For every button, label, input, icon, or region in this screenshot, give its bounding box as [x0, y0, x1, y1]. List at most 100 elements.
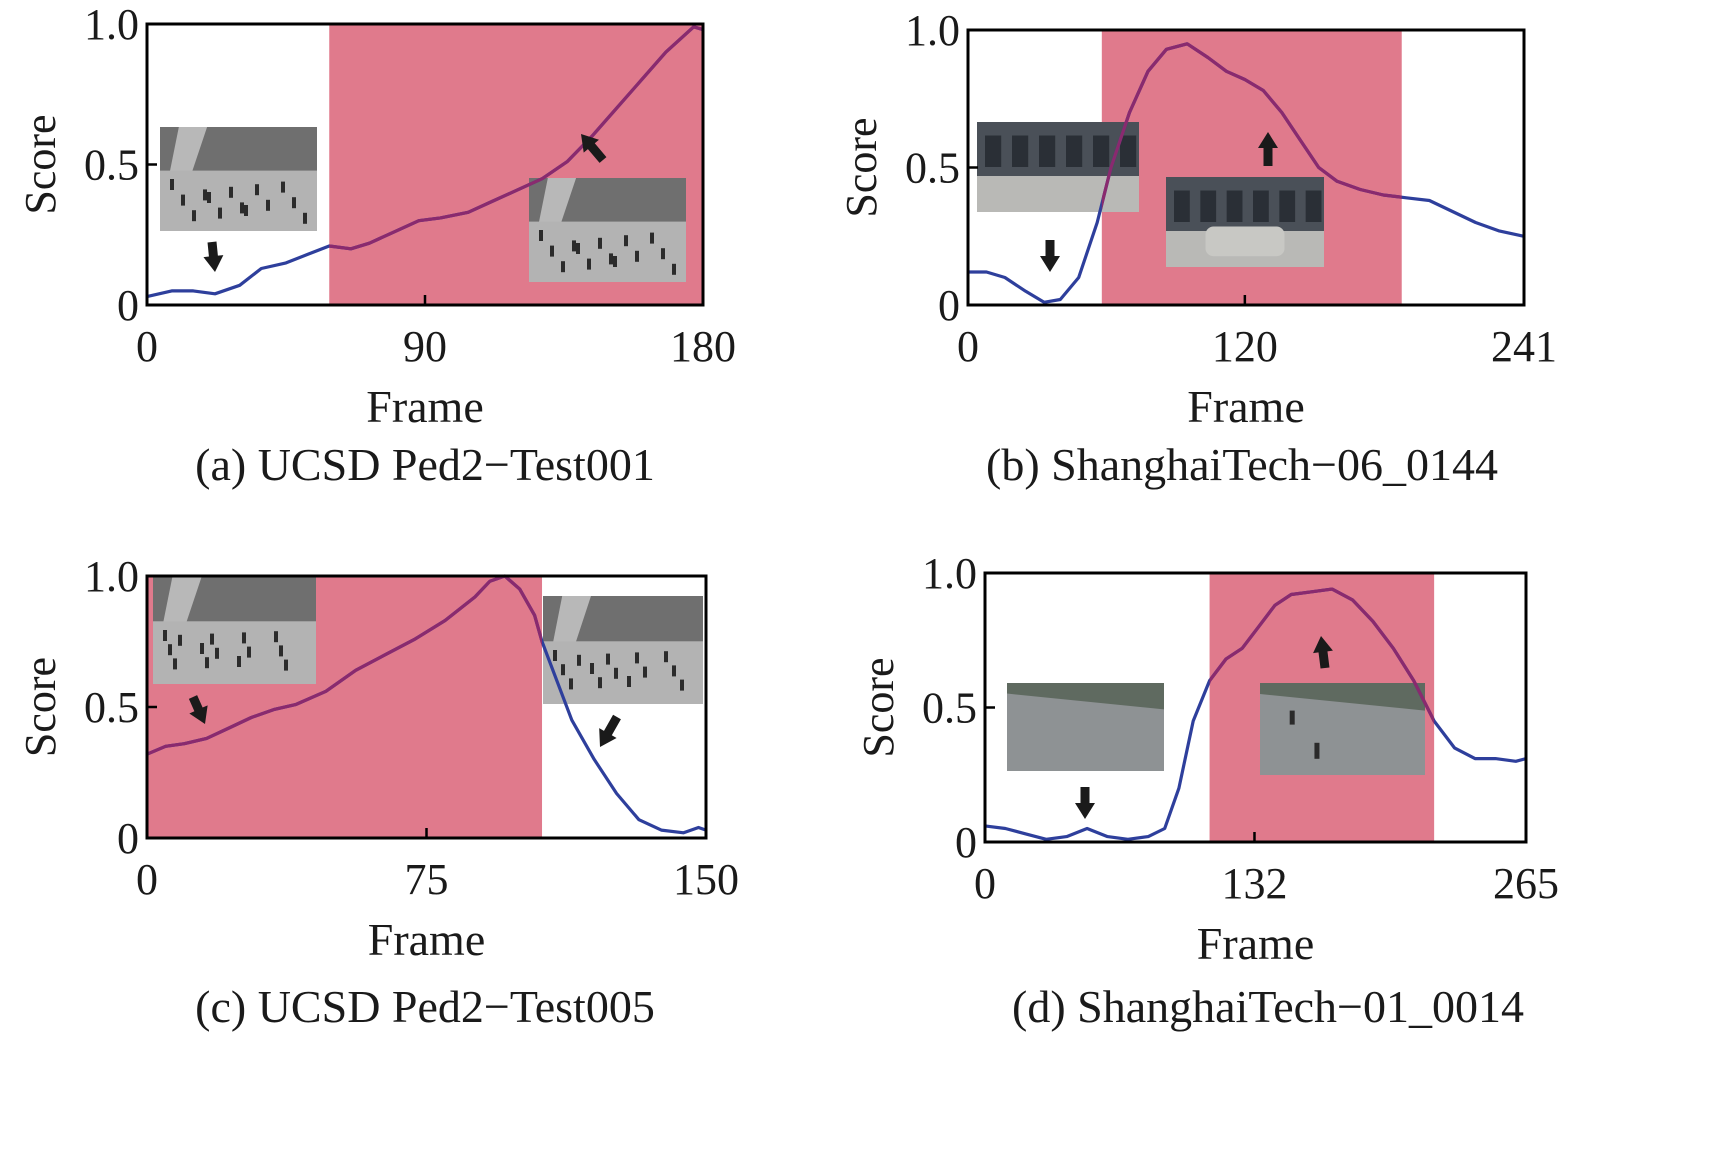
ped2-normal-frame-icon [160, 127, 317, 231]
inset-person [598, 677, 602, 689]
chart-panel: 0 120 241 0 0.5 1.0 Frame Score (b) ShanghaiTech… [837, 6, 1557, 490]
inset-person [572, 240, 576, 252]
inset-person [624, 235, 628, 247]
x-tick-label: 0 [136, 855, 158, 904]
inset-person [635, 250, 639, 262]
inset-person [650, 232, 654, 244]
inset-person [284, 659, 288, 671]
x-axis-label: Frame [1197, 918, 1315, 969]
inset-person [643, 666, 647, 678]
inset-window [1226, 190, 1243, 222]
arrow-down-icon [1040, 240, 1060, 272]
inset-person [242, 632, 246, 644]
inset-person [203, 189, 207, 201]
inset-border-plants [1007, 683, 1164, 710]
inset-building [977, 122, 1139, 176]
inset-window [1012, 135, 1029, 167]
y-axis-label: Score [16, 114, 65, 214]
chart-panel: 0 132 265 0 0.5 1.0 Frame Score (d) ShanghaiTech… [854, 549, 1559, 1032]
inset-person [576, 243, 580, 254]
inset-window [1279, 190, 1296, 222]
y-tick-label: 1.0 [84, 0, 139, 49]
inset-person [635, 652, 639, 664]
x-tick-label: 150 [673, 855, 739, 904]
inset-person [606, 653, 610, 665]
inset-person [598, 237, 602, 249]
inset-window [1120, 135, 1137, 167]
y-tick-label: 1.0 [905, 6, 960, 55]
inset-person [590, 663, 594, 674]
inset-person [207, 192, 211, 203]
inset-person [613, 256, 617, 267]
plaza-cyclist-frame-icon [1260, 683, 1425, 775]
inset-path [169, 127, 208, 174]
x-tick-label: 0 [136, 322, 158, 371]
panel-caption: (c) UCSD Ped2−Test005 [195, 981, 655, 1032]
inset-window [1305, 190, 1322, 222]
inset-person [577, 654, 581, 666]
panel-caption: (a) UCSD Ped2−Test001 [195, 439, 655, 490]
inset-car [1205, 226, 1285, 257]
inset-person [672, 665, 676, 677]
y-tick-label: 0 [938, 281, 960, 330]
panel-caption: (d) ShanghaiTech−01_0014 [1012, 981, 1524, 1032]
inset-person [569, 678, 573, 690]
y-tick-label: 0 [117, 814, 139, 863]
inset-person [661, 248, 665, 260]
score-curve-anomalous [147, 574, 543, 756]
inset-person [680, 679, 684, 691]
x-tick-label: 0 [974, 859, 996, 908]
inset-person [218, 207, 222, 219]
plaza-normal-frame-icon [1007, 683, 1164, 771]
y-axis-label: Score [837, 117, 886, 217]
inset-path [162, 576, 202, 625]
x-tick-label: 75 [405, 855, 449, 904]
x-tick-label: 132 [1221, 859, 1287, 908]
inset-building [1166, 177, 1324, 231]
inset-window [1200, 190, 1217, 222]
y-axis-label: Score [16, 657, 65, 757]
campus-car-frame-icon [1166, 177, 1324, 267]
inset-person [255, 184, 259, 196]
arrow-up-icon [1313, 636, 1333, 669]
x-axis-label: Frame [1187, 381, 1305, 432]
inset-window [985, 135, 1002, 167]
x-tick-label: 0 [957, 322, 979, 371]
inset-person [627, 676, 631, 687]
inset-person [539, 230, 543, 241]
inset-person [181, 194, 185, 206]
inset-person [279, 645, 283, 657]
inset-person [173, 658, 177, 670]
inset-person [247, 646, 251, 658]
y-tick-label: 0 [117, 281, 139, 330]
inset-person [664, 651, 668, 663]
inset-person [244, 205, 248, 216]
ped2-anomaly-frame-icon [153, 576, 316, 684]
chart-panel: 0 75 150 0 0.5 1.0 Frame Score (c) UCSD Ped2−Tes… [16, 552, 739, 1032]
arrow-down-icon [1075, 787, 1095, 819]
inset-person [240, 202, 244, 214]
inset-person [561, 261, 565, 273]
arrow-down-icon [203, 241, 224, 272]
inset-person [178, 634, 182, 646]
inset-person [281, 181, 285, 193]
x-tick-label: 90 [403, 322, 447, 371]
inset-person [237, 656, 241, 667]
inset-window [1066, 135, 1083, 167]
inset-person [614, 667, 618, 679]
inset-window [1039, 135, 1056, 167]
inset-person [215, 647, 219, 659]
inset-person [192, 210, 196, 222]
inset-person [163, 630, 167, 641]
inset-person [210, 633, 214, 645]
score-curve-anomalous [329, 25, 703, 251]
inset-person [205, 657, 209, 669]
arrow-up-icon [1258, 132, 1278, 166]
arrow-down-left-icon [599, 714, 621, 747]
x-tick-label: 180 [670, 322, 736, 371]
y-tick-label: 1.0 [922, 549, 977, 598]
inset-person [587, 258, 591, 270]
y-tick-label: 0.5 [922, 684, 977, 733]
inset-person [672, 263, 676, 275]
score-curve-anomalous [1209, 587, 1435, 724]
